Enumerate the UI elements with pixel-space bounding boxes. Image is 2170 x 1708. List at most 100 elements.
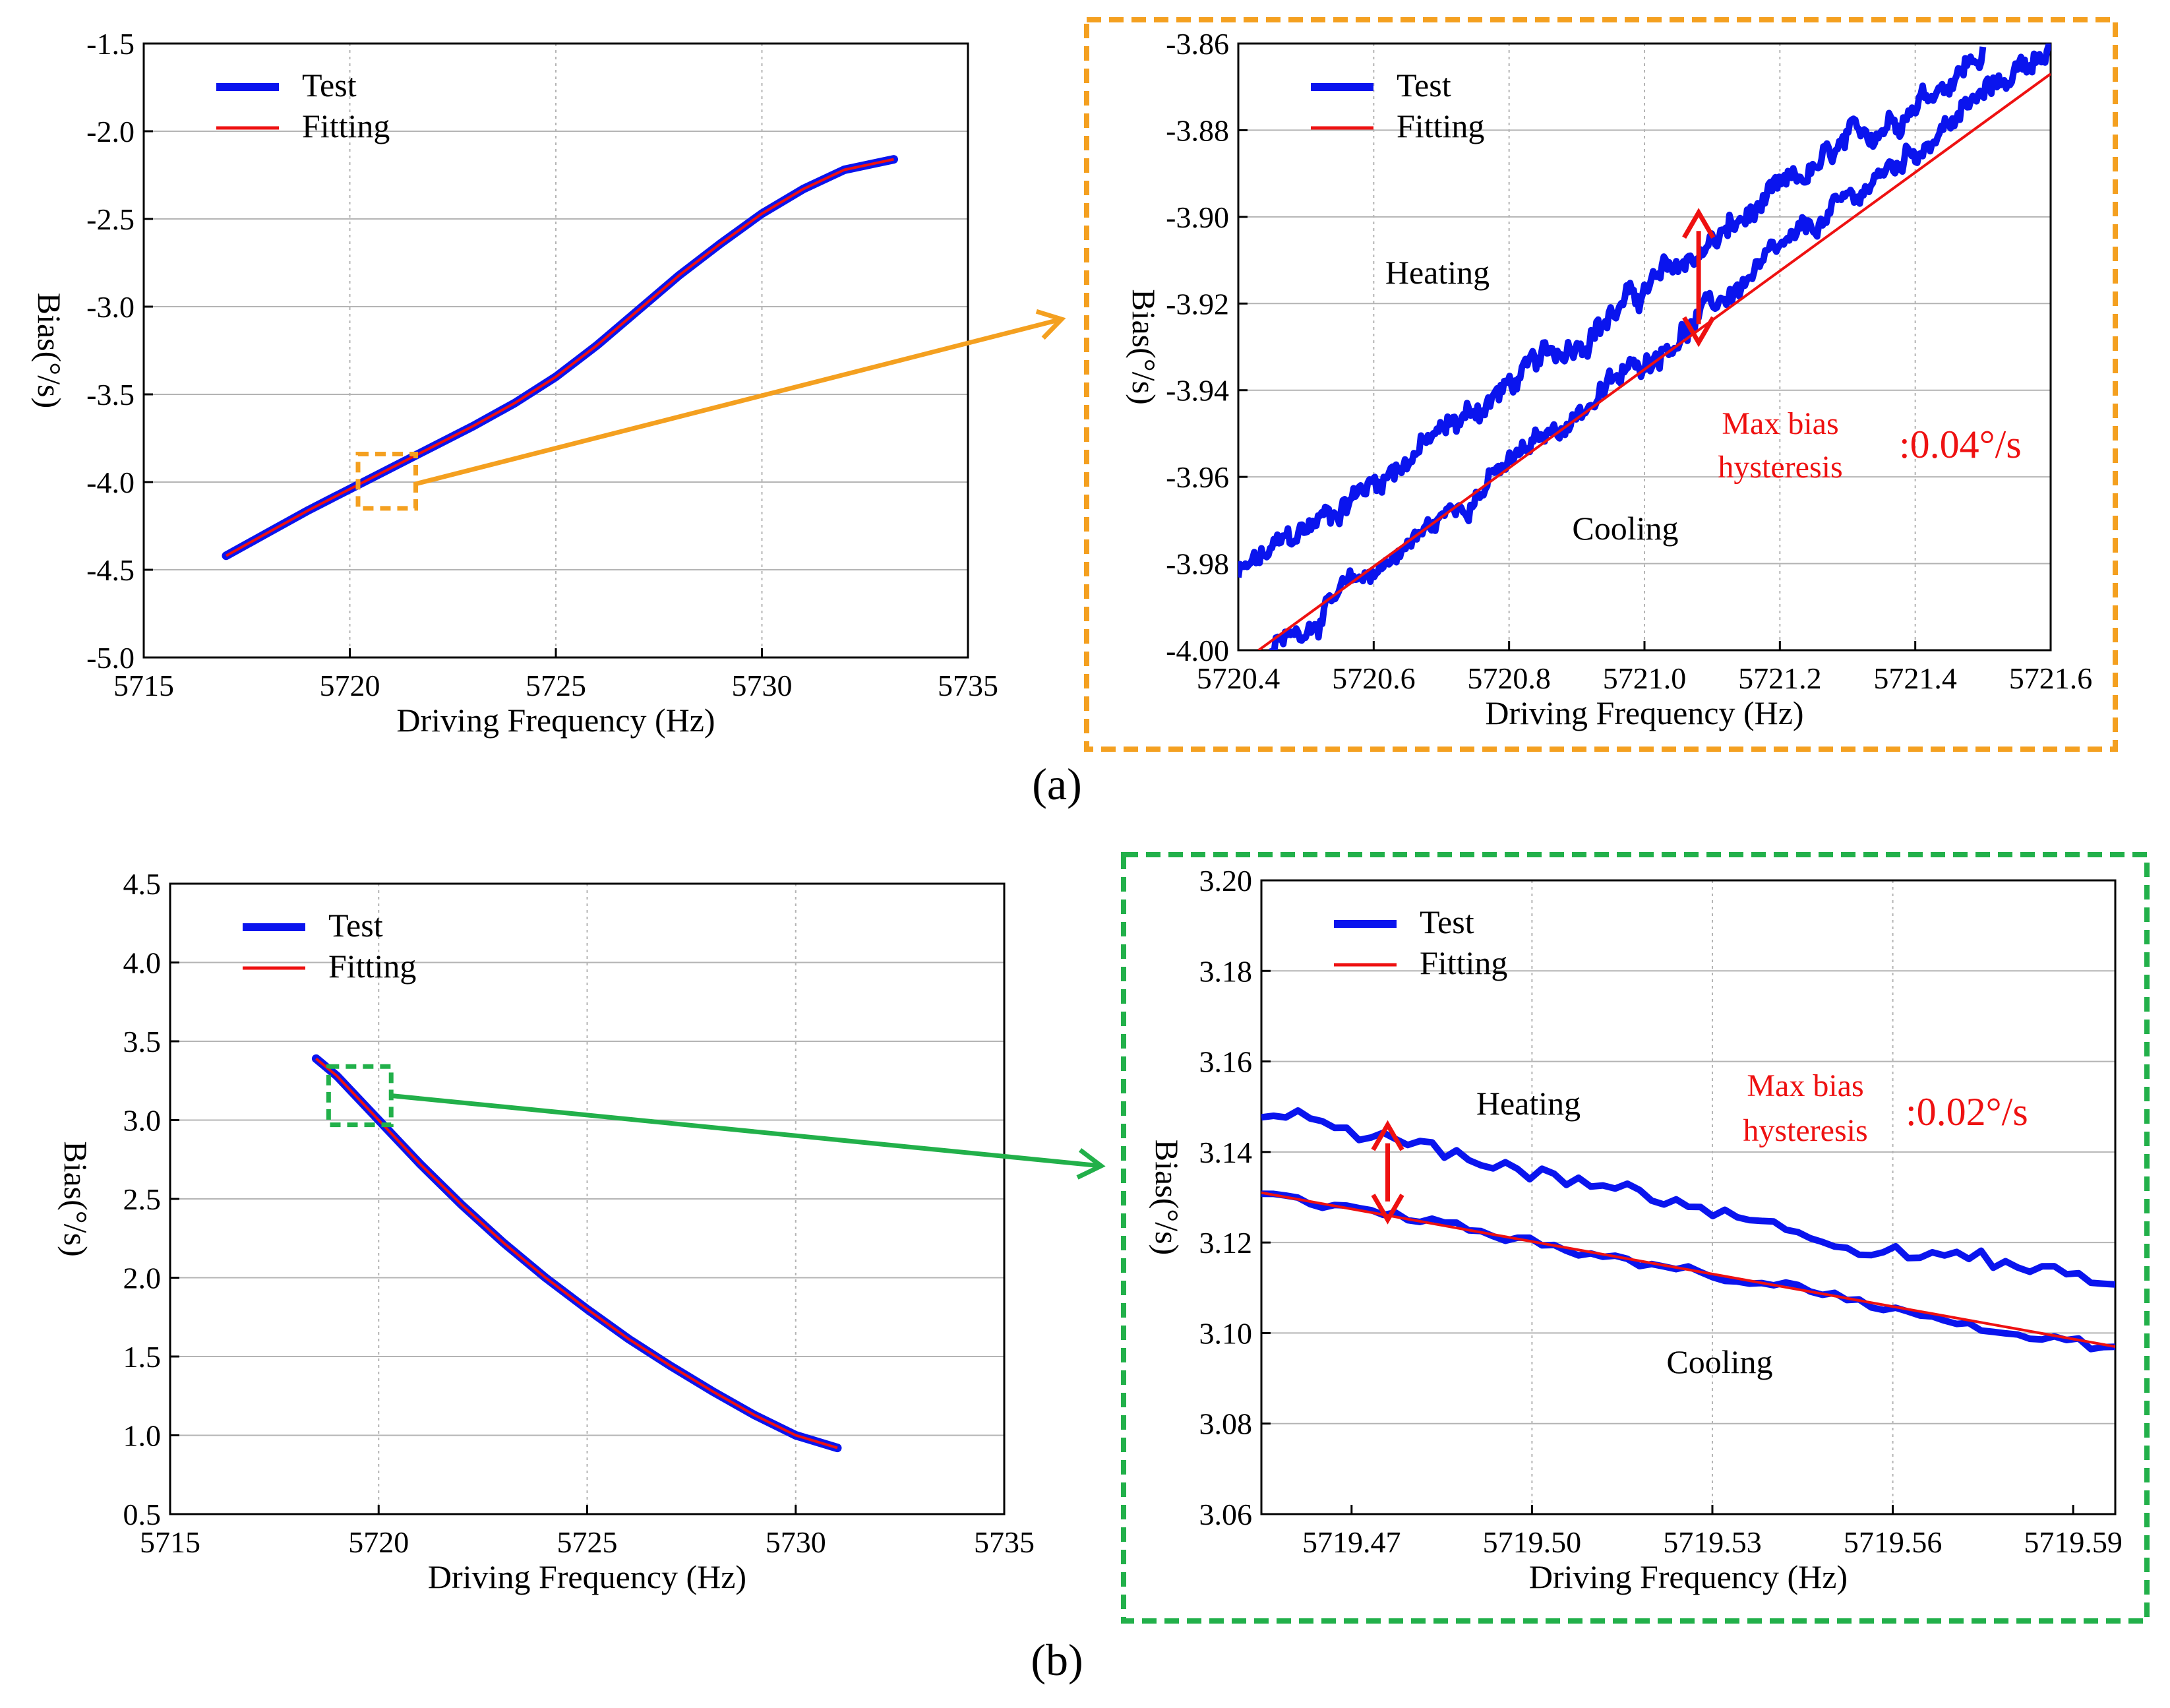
x-tick-label: 5721.0: [1603, 661, 1687, 695]
x-tick-label: 5720.6: [1332, 661, 1416, 695]
x-tick-label: 5721.6: [2009, 661, 2093, 695]
y-tick-label: -5.0: [86, 641, 135, 675]
x-tick-label: 5725: [526, 669, 586, 702]
y-tick-label: 3.20: [1199, 864, 1253, 898]
y-tick-label: -4.00: [1166, 634, 1229, 667]
a-zoom-axes: 5720.4 5720.6 5720.8 5721.0 5721.2 5721.4 5721…: [1126, 27, 2092, 731]
y-tick-label: 3.0: [123, 1104, 162, 1138]
y-tick-label: -3.98: [1166, 547, 1229, 581]
y-tick-label: -3.0: [86, 290, 135, 324]
annotation-value-b: :0.02°/s: [1906, 1090, 2028, 1134]
y-tick-label: 0.5: [123, 1498, 162, 1531]
legend-label-test: Test: [1420, 903, 1474, 940]
x-tick-label: 5730: [766, 1525, 826, 1559]
annotation-heating-a: Heating: [1385, 254, 1490, 291]
legend-label-fitting: Fitting: [1420, 944, 1507, 981]
plot-frame: [1260, 879, 2117, 1515]
x-tick-label: 5719.50: [1483, 1525, 1582, 1559]
x-tick-label: 5715: [140, 1525, 200, 1559]
series-test-line: [311, 1054, 842, 1453]
y-tick-label: 4.5: [123, 867, 162, 901]
a-zoom-zoom-frame: [1084, 17, 2118, 752]
x-tick-label: 5730: [732, 669, 793, 702]
series-test-heating-line: [1238, 46, 1987, 578]
x-tick-label: 5719.56: [1844, 1525, 1943, 1559]
x-axis-label: Driving Frequency (Hz): [1529, 1558, 1848, 1595]
y-tick-label: 2.0: [123, 1262, 162, 1295]
y-tick-label: 3.14: [1199, 1136, 1253, 1169]
panel-label-a: (a): [1032, 759, 1081, 809]
zoom-connector-b-shaft: [390, 1093, 1102, 1169]
a-main-data: [222, 155, 898, 561]
y-tick-label: -2.0: [86, 115, 135, 148]
zoom-connector-b-head: [1076, 1148, 1106, 1180]
y-tick-label: 3.10: [1199, 1316, 1253, 1350]
y-tick-label: -3.92: [1166, 287, 1229, 320]
series-test-cooling-line: [1269, 44, 2051, 650]
b-zoom-zoom-frame: [1121, 852, 2150, 1624]
x-tick-label: 5720: [320, 669, 380, 702]
y-axis-label: Bias(°/s): [31, 293, 68, 409]
x-axis-label: Driving Frequency (Hz): [428, 1558, 746, 1595]
hysteresis-arrow-head-top: [1682, 208, 1716, 239]
zoom-connector-a-head: [1035, 309, 1066, 340]
hysteresis-arrow-head-bottom: [1682, 316, 1716, 348]
x-tick-label: 5721.4: [1873, 661, 1957, 695]
y-tick-label: -3.94: [1166, 374, 1229, 408]
series-fitting-line: [315, 1057, 838, 1449]
y-tick-label: 3.08: [1199, 1407, 1253, 1441]
a-zoom-data: [1238, 44, 2051, 650]
y-axis-label: Bias(°/s): [1149, 1140, 1186, 1256]
legend-label-fitting: Fitting: [302, 107, 390, 144]
annotation-heating-b: Heating: [1476, 1085, 1581, 1122]
hysteresis-arrow-head-bottom: [1371, 1194, 1404, 1225]
annotation-cooling-b: Cooling: [1666, 1343, 1772, 1380]
y-tick-label: -4.5: [86, 553, 135, 587]
y-tick-label: 1.0: [123, 1419, 162, 1453]
annotation-value-a: :0.04°/s: [1899, 423, 2022, 466]
x-tick-label: 5721.2: [1738, 661, 1822, 695]
y-tick-label: -1.5: [86, 27, 135, 61]
legend-label-test: Test: [328, 907, 383, 944]
y-tick-label: -3.90: [1166, 200, 1229, 234]
x-tick-label: 5719.53: [1663, 1525, 1762, 1559]
annotation-hysteresis-b: hysteresis: [1743, 1113, 1867, 1148]
zoom-connector-a-shaft: [415, 317, 1062, 487]
x-tick-label: 5720.4: [1197, 661, 1281, 695]
legend-label-fitting: Fitting: [1397, 107, 1484, 144]
y-tick-label: 3.12: [1199, 1226, 1253, 1260]
annotation-max-bias-b: Max bias: [1747, 1068, 1863, 1103]
panel-label-b: (b): [1031, 1635, 1083, 1685]
hysteresis-arrow-head-top: [1371, 1120, 1404, 1151]
legend-label-test: Test: [302, 67, 357, 104]
y-tick-label: 3.16: [1199, 1045, 1253, 1079]
y-tick-label: -4.0: [86, 466, 135, 499]
legend-label-fitting: Fitting: [328, 948, 416, 985]
x-tick-label: 5720.8: [1467, 661, 1551, 695]
x-tick-label: 5735: [974, 1525, 1035, 1559]
x-tick-label: 5719.59: [2024, 1525, 2123, 1559]
series-fitting-line: [1261, 1191, 2115, 1348]
series-fitting-line: [1257, 73, 2051, 650]
y-tick-label: -3.5: [86, 378, 135, 412]
x-tick-label: 5720: [348, 1525, 409, 1559]
y-tick-label: 2.5: [123, 1182, 162, 1216]
x-axis-label: Driving Frequency (Hz): [1485, 694, 1803, 731]
legend-label-test: Test: [1397, 67, 1451, 104]
a-main-zoom-box: [355, 451, 418, 511]
series-fitting-line: [226, 158, 894, 557]
y-tick-label: 3.06: [1199, 1498, 1253, 1531]
x-tick-label: 5725: [557, 1525, 618, 1559]
y-tick-label: -3.88: [1166, 113, 1229, 147]
x-tick-label: 5715: [113, 669, 174, 702]
y-tick-label: -3.86: [1166, 27, 1229, 61]
y-tick-label: -3.96: [1166, 460, 1229, 494]
a-main-axes: 5715 5720 5725 5730 5735 -5.0 -4.5 -4.0 -3.5 -3.0…: [31, 27, 998, 739]
b-main-data: [311, 1054, 842, 1453]
x-tick-label: 5719.47: [1302, 1525, 1401, 1559]
x-tick-label: 5735: [938, 669, 998, 702]
b-zoom-data: [1261, 1107, 2115, 1353]
y-tick-label: 4.0: [123, 946, 162, 980]
y-tick-label: 1.5: [123, 1340, 162, 1374]
